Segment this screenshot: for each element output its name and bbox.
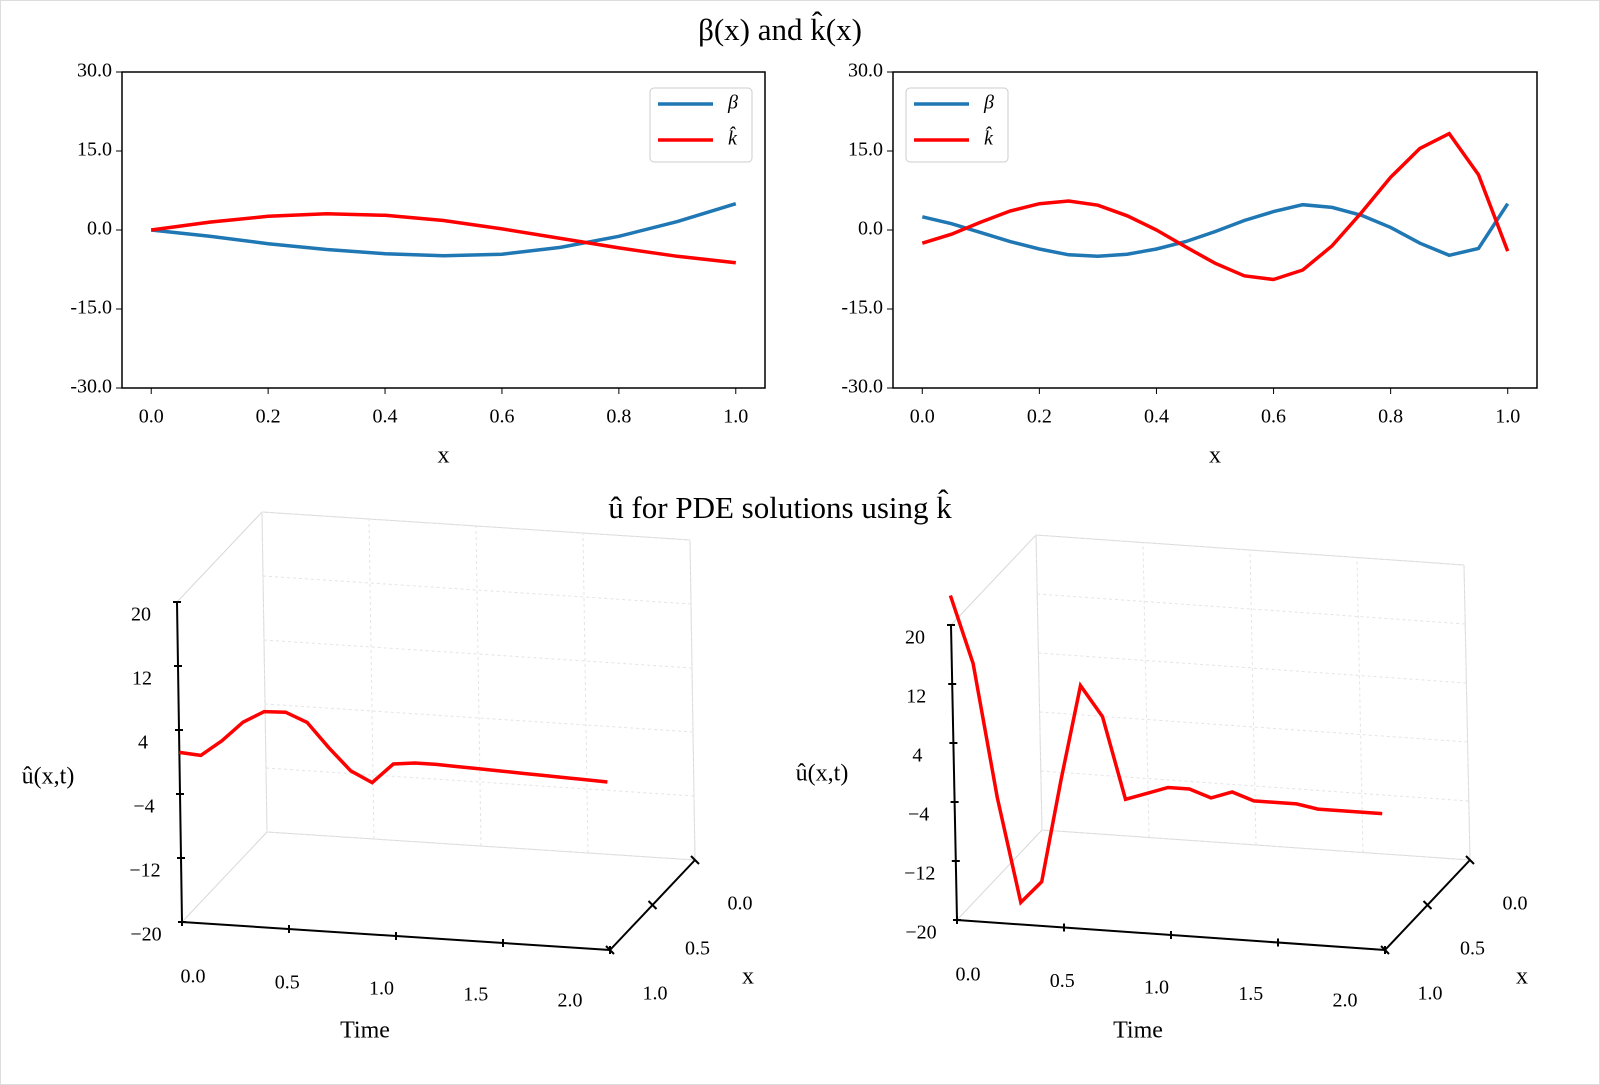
grid-line (1463, 564, 1471, 861)
line-series (921, 131, 1510, 282)
x-tick-label: 0.6 (1261, 406, 1286, 428)
x-axis-label: x (742, 964, 754, 990)
z-tick-label: 4 (138, 732, 148, 754)
grid-line (1035, 534, 1043, 831)
z-tick-label: −4 (133, 796, 154, 818)
y-tick-label: -15.0 (70, 297, 112, 319)
y-tick-label: 0.0 (858, 218, 883, 240)
x-tick-label: 0.2 (256, 406, 281, 428)
x-tick-label: 0.8 (1378, 406, 1403, 428)
x-tick-label: 1.0 (643, 983, 668, 1005)
line-series (150, 211, 736, 265)
z-axis (950, 624, 958, 921)
pane-edge (181, 831, 268, 923)
time-tick-label: 1.5 (1238, 983, 1263, 1005)
boundary-curve (948, 594, 1383, 906)
plot-frame (892, 71, 1538, 389)
x-tick-label: 1.0 (723, 406, 748, 428)
z-tick-label: −12 (129, 860, 160, 882)
y-tick-label: 30.0 (848, 60, 883, 82)
time-tick-label: 0.0 (181, 966, 206, 988)
z-axis-label: û(x,t) (796, 761, 849, 787)
z-tick-label: 20 (131, 604, 151, 626)
time-tick-label: 1.5 (463, 984, 488, 1006)
x-tick-label: 1.0 (1418, 983, 1443, 1005)
suptitle: û for PDE solutions using k̂ (608, 489, 952, 525)
legend-label: k̂ (728, 126, 738, 150)
legend-box (905, 87, 1009, 163)
grid-line (582, 532, 589, 854)
pane-edge (176, 511, 263, 603)
x-tick-label: 0.0 (139, 406, 164, 428)
plot-frame (121, 71, 766, 389)
x-tick-label: 0.0 (1503, 893, 1528, 915)
x-tick-label: 0.0 (910, 406, 935, 428)
time-axis-label: Time (1113, 1018, 1163, 1044)
grid-line (1356, 557, 1364, 853)
suptitle: β(x) and k̂(x) (698, 11, 862, 47)
line-series (921, 202, 1510, 259)
line-series (151, 202, 737, 258)
y-tick-label: 0.0 (87, 218, 112, 240)
y-tick-label: -30.0 (841, 376, 883, 398)
x-tick-label: 0.5 (1460, 938, 1485, 960)
legend-label: β (983, 92, 994, 114)
time-tick-label: 0.0 (956, 964, 981, 986)
z-tick-label: 12 (906, 686, 926, 708)
y-tick-label: -15.0 (841, 297, 883, 319)
z-axis-label: û(x,t) (22, 764, 75, 790)
time-tick-label: 2.0 (558, 990, 583, 1012)
time-tick-label: 0.5 (275, 972, 300, 994)
grid-line (261, 511, 268, 833)
z-tick-label: −20 (905, 922, 936, 944)
y-tick-label: -30.0 (70, 376, 112, 398)
x-axis (609, 859, 696, 951)
x-tick-label: 0.4 (1144, 406, 1169, 428)
z-tick-label: −12 (904, 863, 935, 885)
x-tick-label: 0.8 (606, 406, 631, 428)
x-tick-label: 1.0 (1495, 406, 1520, 428)
legend-label: k̂ (984, 126, 994, 150)
legend-box (649, 87, 753, 163)
pane-edge (956, 829, 1043, 921)
y-tick-label: 30.0 (77, 60, 112, 82)
x-tick-label: 0.0 (728, 893, 753, 915)
pane-edge (950, 534, 1037, 626)
x-axis (1384, 859, 1471, 951)
grid-line (475, 525, 482, 847)
grid-line (368, 518, 375, 840)
z-tick-label: −20 (130, 924, 161, 946)
time-tick-label: 1.0 (1144, 977, 1169, 999)
grid-line (1142, 542, 1150, 838)
y-tick-label: 15.0 (848, 139, 883, 161)
time-tick-label: 0.5 (1050, 970, 1075, 992)
z-tick-label: −4 (908, 804, 929, 826)
x-axis-label: x (1516, 964, 1528, 990)
x-tick-label: 0.4 (373, 406, 398, 428)
time-axis (181, 921, 611, 951)
z-tick-label: 20 (905, 627, 925, 649)
z-tick-label: 12 (132, 668, 152, 690)
legend-label: β (727, 92, 738, 114)
z-tick-label: 4 (912, 745, 922, 767)
x-tick-label: 0.2 (1027, 406, 1052, 428)
grid-line (1249, 549, 1257, 846)
time-axis-label: Time (340, 1018, 390, 1044)
z-axis (176, 601, 183, 923)
grid-line (689, 539, 696, 861)
time-tick-label: 2.0 (1333, 990, 1358, 1012)
boundary-curve (179, 709, 608, 785)
time-tick-label: 1.0 (369, 978, 394, 1000)
x-tick-label: 0.5 (685, 938, 710, 960)
x-tick-label: 0.6 (489, 406, 514, 428)
x-axis-label: x (1209, 443, 1221, 469)
time-axis (956, 919, 1386, 951)
x-axis-label: x (438, 443, 450, 469)
y-tick-label: 15.0 (77, 139, 112, 161)
